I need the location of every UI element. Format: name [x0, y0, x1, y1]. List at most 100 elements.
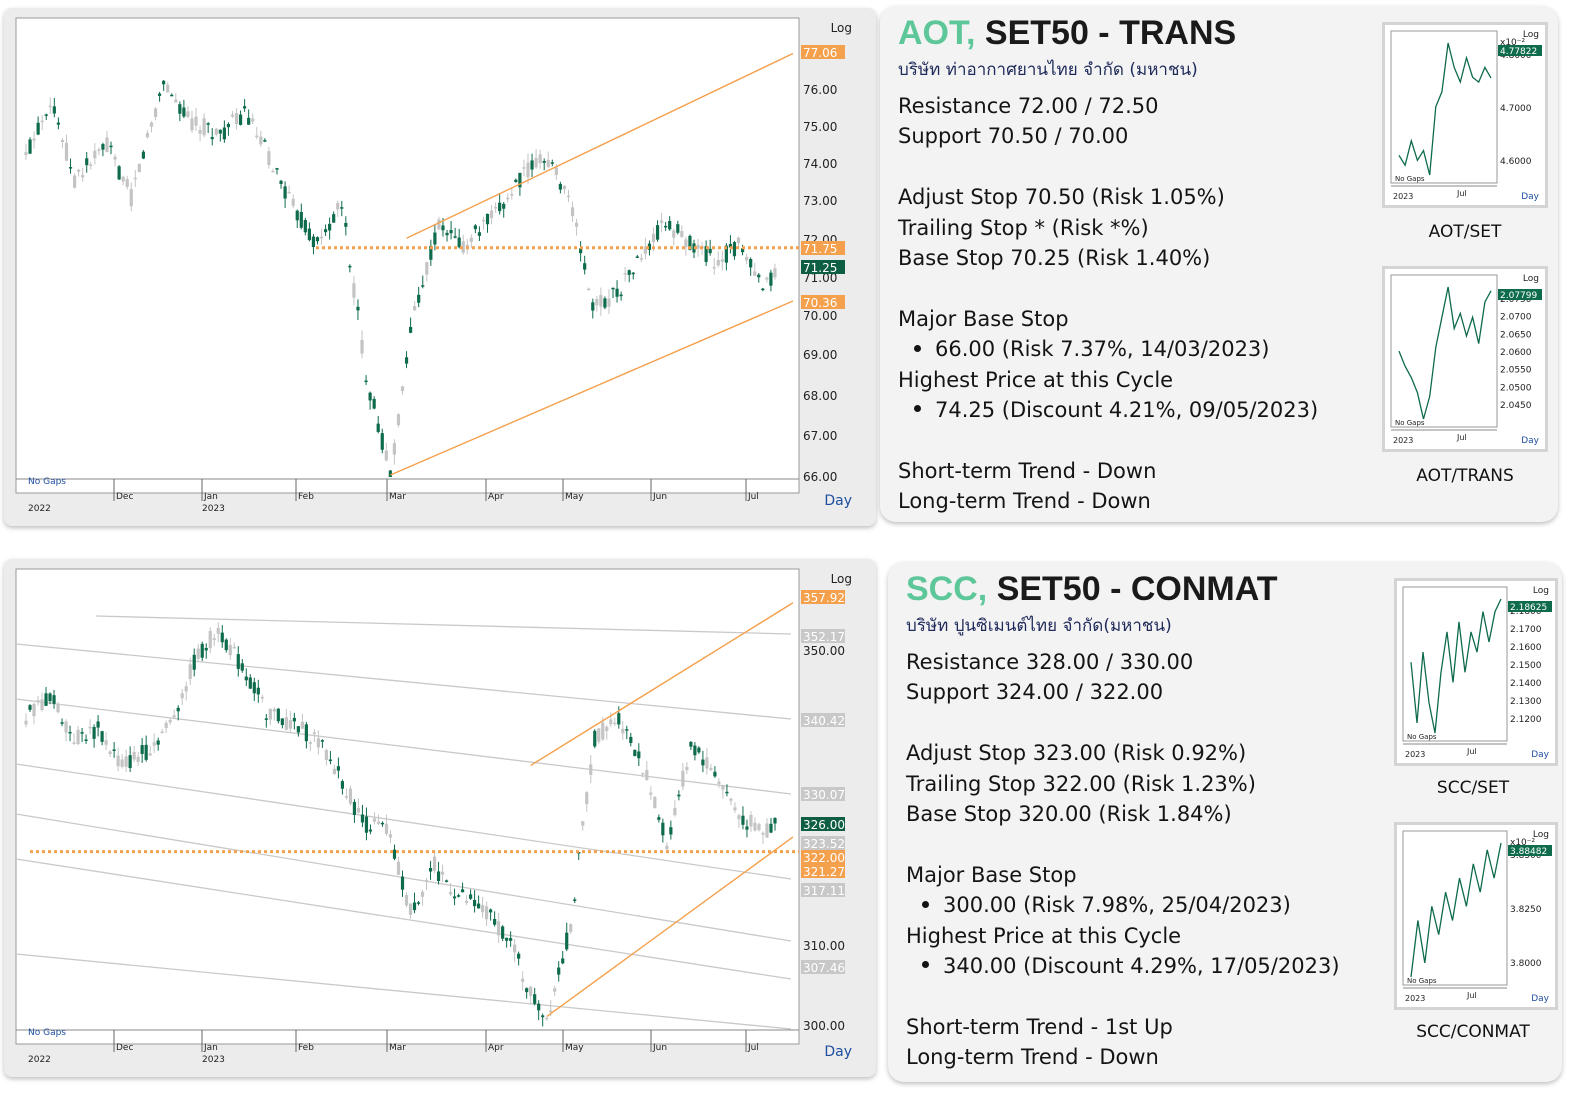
candle-body	[583, 263, 587, 270]
candle-body	[32, 703, 36, 717]
candle-body	[380, 822, 385, 825]
candle-body	[530, 160, 534, 170]
mini-chart-aot-trans[interactable]: 2.07502.07002.06502.06002.05502.05002.04…	[1382, 266, 1548, 452]
y-tick-label: 76.00	[803, 83, 837, 97]
bullet-line: 300.00 (Risk 7.98%, 25/04/2023)	[906, 890, 1340, 920]
candle-body	[24, 720, 28, 725]
candle-body	[529, 986, 533, 996]
price-tag	[801, 629, 845, 643]
mini-period-label: Day	[1521, 436, 1539, 446]
price-tag	[801, 713, 845, 727]
candle-body	[112, 749, 116, 751]
candle-body	[460, 889, 465, 893]
candle-body	[36, 700, 40, 702]
candle-body	[561, 958, 565, 964]
candle-body	[164, 722, 168, 728]
candle-body	[210, 137, 214, 140]
candle-body	[96, 721, 100, 728]
candle-body	[693, 745, 697, 756]
y-tick-label: 310.00	[803, 939, 845, 953]
candle-body	[40, 699, 44, 711]
candle-body	[271, 170, 275, 173]
candle-body	[264, 718, 268, 720]
analysis-line: Adjust Stop 70.50 (Risk 1.05%)	[898, 185, 1225, 210]
candle-body	[464, 900, 469, 904]
candle-body	[537, 1003, 541, 1011]
candle-body	[236, 654, 240, 669]
info-card-aot: AOT, SET50 - TRANS บริษัท ท่าอากาศยานไทย…	[880, 6, 1558, 522]
candle-body	[200, 643, 204, 658]
candle-body	[396, 861, 401, 875]
analysis-line: Short-term Trend - 1st Up	[906, 1014, 1173, 1039]
candle-body	[184, 686, 188, 692]
trendline	[406, 52, 794, 239]
mini-month-label: Jul	[1456, 189, 1467, 198]
candle-body	[472, 899, 477, 907]
candle-body	[603, 298, 607, 308]
candle-body	[263, 140, 267, 142]
main-chart-scc[interactable]: 350.00 310.00 300.00 357.92 352.17 340.42 330.…	[4, 559, 876, 1077]
price-tag	[801, 836, 845, 850]
candle-body	[208, 631, 212, 649]
candle-body	[574, 222, 579, 227]
candle-body	[468, 894, 473, 899]
candle-body	[364, 380, 368, 383]
candle-body	[315, 237, 320, 242]
candle-body	[275, 168, 279, 170]
candle-body	[617, 713, 621, 725]
candle-body	[533, 994, 537, 1004]
candle-body	[437, 219, 441, 230]
candle-body	[505, 937, 509, 941]
candle-body	[705, 757, 709, 769]
mini-series-line	[1410, 598, 1502, 734]
mini-chart-scc-set[interactable]: 2.18002.17002.16002.15002.14002.13002.12…	[1394, 578, 1558, 766]
price-tag-label: 321.27	[803, 865, 845, 879]
mini-y-tick: 3.8000	[1510, 959, 1542, 969]
spacer	[906, 708, 1340, 738]
candle-body	[457, 237, 461, 248]
bullet-line: 340.00 (Discount 4.29%, 17/05/2023)	[906, 951, 1340, 981]
main-chart-aot[interactable]: 77.0076.0075.0074.0073.0072.0071.0070.00…	[4, 8, 876, 526]
candle-body	[639, 258, 643, 260]
price-tag-label: 323.52	[803, 837, 845, 851]
candle-body	[591, 302, 595, 311]
mini-scale-label: Log	[1523, 30, 1539, 40]
candle-body	[160, 731, 164, 734]
candle-body	[643, 246, 648, 254]
bullet-line: 74.25 (Discount 4.21%, 09/05/2023)	[898, 395, 1318, 425]
candle-body	[513, 944, 517, 953]
mini-price-tag	[1498, 289, 1542, 300]
analysis-line: Resistance 72.00 / 72.50	[898, 94, 1159, 118]
candle-body	[453, 236, 457, 238]
candle-body	[526, 162, 530, 178]
analysis-line: Long-term Trend - Down	[898, 489, 1151, 514]
mini-price-tag-label: 2.07799	[1500, 291, 1537, 301]
candle-body	[514, 179, 518, 182]
candle-body	[573, 899, 577, 901]
candle-body	[436, 871, 441, 882]
candle-body	[736, 237, 741, 244]
candle-body	[708, 248, 712, 254]
candle-body	[721, 785, 725, 790]
candle-body	[256, 687, 260, 695]
candle-body	[684, 239, 688, 248]
candle-body	[93, 150, 97, 159]
candle-body	[440, 871, 445, 875]
candle-body	[60, 722, 64, 724]
candle-body	[653, 796, 657, 808]
candle-body	[89, 164, 93, 167]
candle-body	[554, 167, 558, 176]
candle-body	[729, 798, 733, 801]
candle-body	[116, 755, 120, 767]
candle-body	[408, 903, 413, 915]
plot-area	[15, 17, 800, 494]
bullet-line: 66.00 (Risk 7.37%, 14/03/2023)	[898, 334, 1318, 364]
channel-line	[15, 953, 792, 1030]
candle-body	[546, 159, 550, 167]
candle-body	[376, 821, 381, 824]
candle-body	[601, 722, 605, 740]
candle-body	[240, 663, 244, 671]
candle-body	[681, 770, 685, 787]
